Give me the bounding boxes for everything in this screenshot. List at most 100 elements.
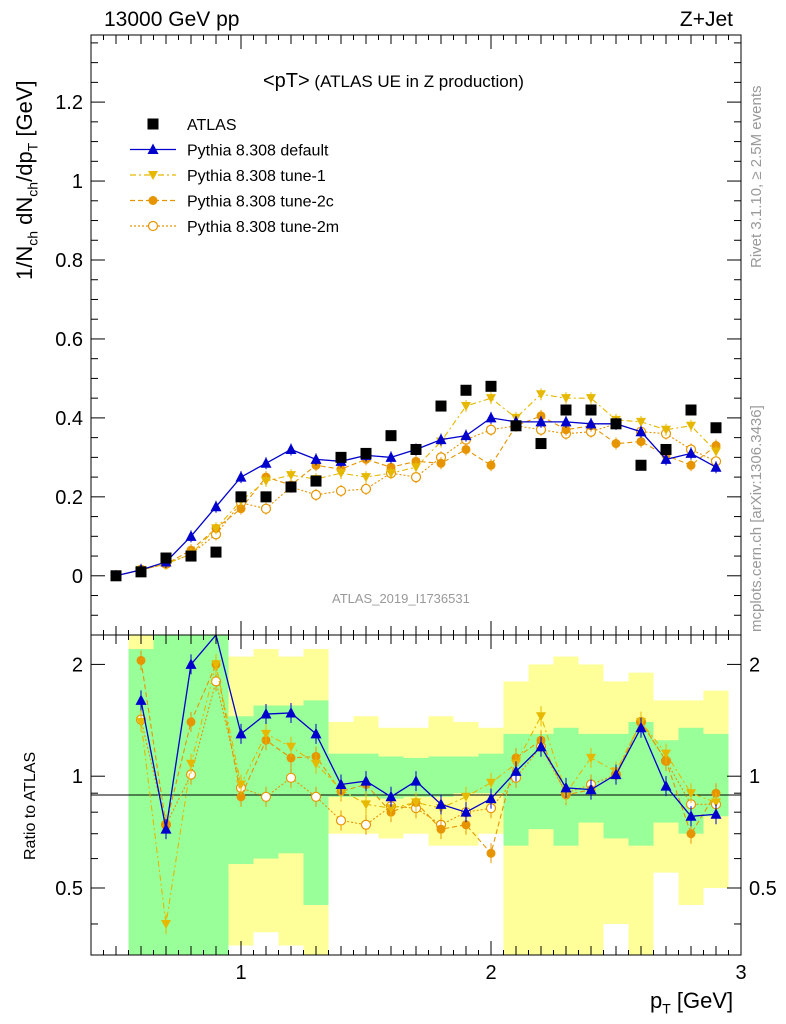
main-point-tune2m xyxy=(335,485,347,497)
main-series-data xyxy=(110,380,722,582)
ratio-y-ticks: 0.5 0.5 1 1 2 2 xyxy=(55,654,777,925)
main-point-default xyxy=(660,453,672,464)
legend-label-tune1: Pythia 8.308 tune-1 xyxy=(187,168,326,185)
legend-label-data: ATLAS xyxy=(187,117,237,134)
ratio-point-default xyxy=(335,778,347,789)
legend-item-tune2c: Pythia 8.308 tune-2c xyxy=(130,194,334,211)
ratio-point-default xyxy=(185,658,197,669)
main-point-default xyxy=(535,415,547,427)
main-point-default xyxy=(285,443,297,454)
main-point-data xyxy=(685,404,697,416)
main-point-tune2c xyxy=(236,504,246,514)
legend-item-default: Pythia 8.308 default xyxy=(130,143,329,160)
main-point-data xyxy=(360,447,372,459)
ratio-point-default xyxy=(360,775,372,786)
ratio-ytick-label-right: 1 xyxy=(749,766,760,788)
ratio-point-default xyxy=(460,806,472,817)
ratio-point-default xyxy=(710,808,722,819)
main-y-ticks: 0 0.2 0.4 0.6 0.8 1 1.2 xyxy=(55,42,741,616)
main-ytick-label: 0 xyxy=(72,566,83,588)
main-point-data xyxy=(135,566,147,578)
ratio-point-tune1 xyxy=(711,798,721,808)
ratio-point-tune2c xyxy=(461,820,471,830)
main-point-tune2c xyxy=(461,444,471,454)
plot-title-prefix: <pT> xyxy=(263,70,310,92)
legend-label-tune2c: Pythia 8.308 tune-2c xyxy=(187,194,334,211)
main-point-data xyxy=(385,430,397,442)
ratio-point-tune1 xyxy=(411,798,421,808)
main-point-tune1 xyxy=(486,394,496,404)
main-point-default xyxy=(210,500,222,512)
ratio-point-default xyxy=(135,694,147,705)
legend-marker-data xyxy=(147,118,159,130)
main-point-tune2c xyxy=(611,439,621,449)
ratio-point-tune1 xyxy=(186,759,196,769)
main-point-data xyxy=(510,420,522,432)
ratio-point-default xyxy=(510,765,522,776)
main-point-data xyxy=(710,422,722,434)
main-point-data xyxy=(410,443,422,455)
main-ytick-label: 0.2 xyxy=(55,487,83,509)
main-point-default xyxy=(310,453,322,464)
main-line-default xyxy=(115,417,717,577)
main-series-tune1 xyxy=(111,388,721,581)
legend-item-tune1: Pythia 8.308 tune-1 xyxy=(130,168,326,185)
main-panel: 0 0.2 0.4 0.6 0.8 1 1.2 xyxy=(55,34,742,636)
main-point-tune1 xyxy=(361,473,371,483)
main-point-default xyxy=(460,429,472,441)
ratio-point-tune1 xyxy=(486,778,496,788)
legend-item-data: ATLAS xyxy=(147,117,237,134)
ratio-point-tune2m xyxy=(310,791,322,802)
main-point-tune2c xyxy=(486,460,496,470)
ratio-point-default xyxy=(385,790,397,802)
ratio-point-tune2c xyxy=(236,792,246,802)
ratio-point-tune2c xyxy=(286,753,296,763)
main-point-data xyxy=(535,438,547,450)
ratio-point-default xyxy=(310,727,322,739)
x-axis-label: pT [GeV] xyxy=(650,988,734,1017)
main-point-tune2c xyxy=(636,437,646,447)
main-point-default xyxy=(185,530,197,541)
legend-item-tune2m: Pythia 8.308 tune-2m xyxy=(130,219,339,236)
main-point-tune1 xyxy=(211,524,221,534)
main-line-tune2c xyxy=(115,415,717,577)
ratio-point-default xyxy=(560,781,572,793)
x-ticks: 1 2 3 xyxy=(103,35,747,984)
ratio-point-default xyxy=(485,792,497,804)
ratio-line-default xyxy=(140,633,717,830)
main-point-tune2m xyxy=(360,483,372,495)
main-ytick-label: 0.4 xyxy=(55,408,83,430)
main-point-default xyxy=(260,457,272,468)
plot-title: <pT> (ATLAS UE in Z production) xyxy=(263,70,524,93)
legend-label-tune2m: Pythia 8.308 tune-2m xyxy=(187,219,339,236)
main-point-default xyxy=(560,415,572,427)
ratio-ytick-label-right: 0.5 xyxy=(749,878,777,900)
ratio-point-tune2c xyxy=(686,829,696,839)
main-point-data xyxy=(310,475,322,487)
legend: ATLAS Pythia 8.308 default Pythia 8.308 tu… xyxy=(130,117,339,236)
main-point-data xyxy=(210,546,222,558)
header-left: 13000 GeV pp xyxy=(104,8,240,31)
ratio-point-default xyxy=(160,823,172,834)
main-point-tune1 xyxy=(261,477,271,487)
main-ytick-label: 1 xyxy=(72,171,83,193)
main-point-tune1 xyxy=(586,394,596,404)
ratio-point-tune1 xyxy=(136,717,146,727)
ratio-ytick-label-left: 0.5 xyxy=(55,878,83,900)
main-point-tune1 xyxy=(536,390,546,400)
main-point-tune2m xyxy=(310,489,322,500)
main-point-tune1 xyxy=(686,421,696,431)
main-series-tune2c xyxy=(111,409,721,581)
main-point-tune2m xyxy=(485,424,497,435)
ratio-point-tune2m xyxy=(285,772,297,783)
ratio-point-default xyxy=(260,708,272,719)
main-ytick-label: 0.6 xyxy=(55,329,83,351)
ratio-point-tune2m xyxy=(360,819,372,830)
main-point-default xyxy=(585,417,597,429)
main-point-tune1 xyxy=(286,471,296,481)
ratio-point-tune2m xyxy=(260,791,272,802)
main-point-tune1 xyxy=(661,425,671,435)
legend-marker-tune1 xyxy=(148,171,158,180)
main-point-data xyxy=(485,380,497,392)
ratio-band-green xyxy=(603,733,629,839)
